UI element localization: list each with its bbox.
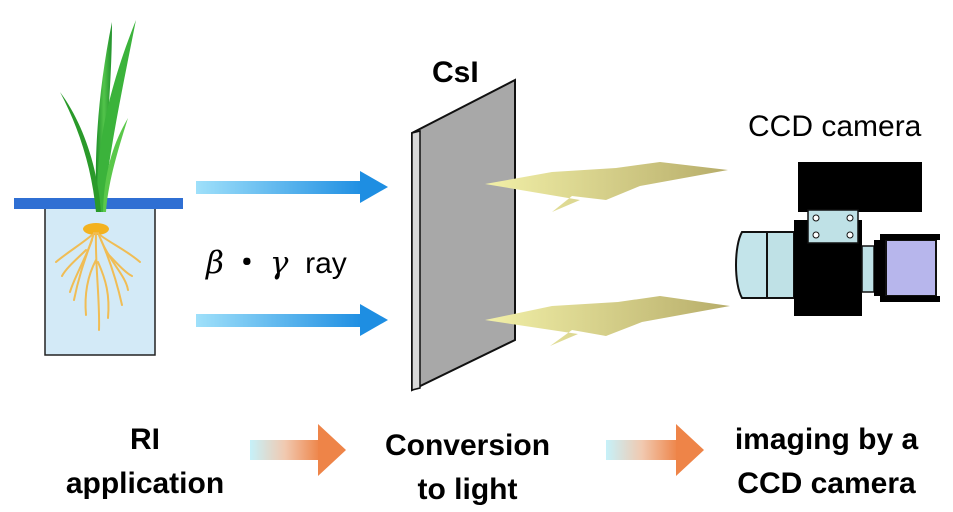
step-line: Conversion [384, 429, 551, 462]
step-arrow [606, 424, 704, 476]
gamma-symbol: γ [269, 245, 289, 281]
camera-top-housing [798, 162, 922, 212]
screw [812, 231, 820, 239]
step-line: imaging by a [734, 423, 919, 456]
screw [846, 214, 854, 222]
step-ri-application: RI application [20, 418, 270, 506]
light-bolt [485, 296, 730, 346]
light-bolt [485, 162, 728, 212]
plant-pot [14, 198, 183, 356]
step-line: application [65, 467, 225, 500]
leaf [60, 92, 101, 212]
camera-lens-collar [880, 296, 940, 302]
step-line: RI [130, 423, 160, 456]
camera-lens-collar [880, 234, 940, 240]
step-line: to light [417, 473, 518, 506]
beta-symbol: β [206, 245, 224, 281]
csi-scintillator-plate [411, 78, 516, 392]
roots [55, 232, 141, 331]
camera-front-lens-cap [735, 231, 768, 299]
rice-plant [55, 20, 141, 331]
step-arrow [250, 424, 346, 476]
middle-dot: ・ [231, 247, 262, 280]
ray-label: β ・ γ ray [206, 238, 347, 282]
ray-arrow [196, 171, 388, 203]
screw [812, 214, 820, 222]
step-imaging: imaging by a CCD camera [700, 418, 953, 506]
ccd-camera [735, 162, 940, 316]
camera-lens-ring [861, 245, 875, 293]
ray-word: ray [305, 247, 347, 280]
leaf [97, 20, 136, 212]
ccd-camera-label: CCD camera [748, 110, 922, 143]
step-line: CCD camera [737, 467, 916, 500]
camera-rear-lens [885, 239, 937, 297]
camera-rear-lens [874, 240, 886, 296]
screw [846, 231, 854, 239]
ray-arrow [196, 304, 388, 336]
csi-label: CsI [432, 56, 479, 89]
seed [83, 223, 109, 235]
camera-front-lens [766, 231, 795, 299]
leaf [103, 118, 128, 212]
step-conversion-to-light: Conversion to light [340, 424, 595, 512]
